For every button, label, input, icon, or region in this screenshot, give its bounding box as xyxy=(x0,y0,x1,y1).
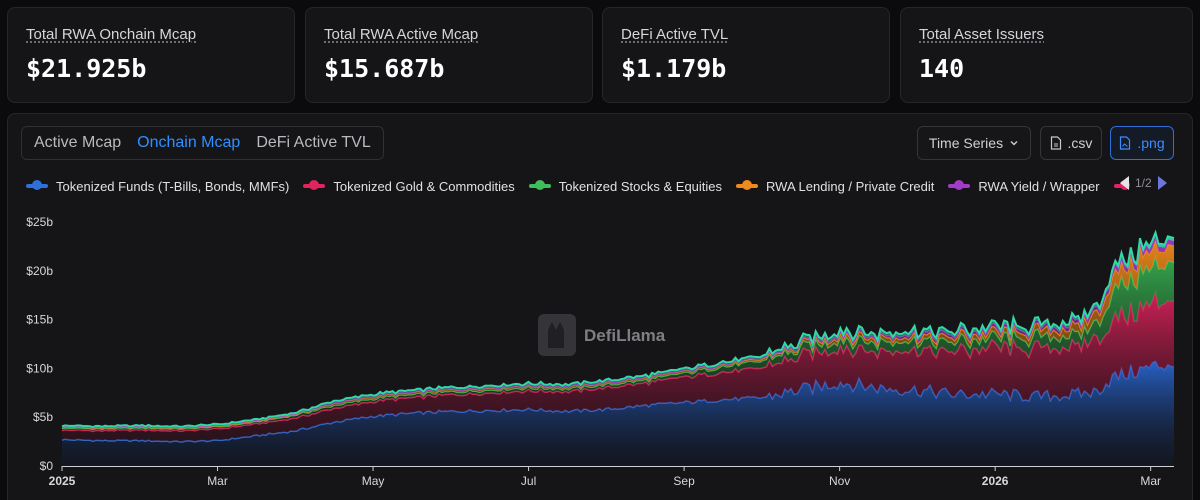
legend-swatch xyxy=(26,180,48,190)
stat-value: $21.925b xyxy=(26,54,147,83)
legend-label: Tokenized Stocks & Equities xyxy=(558,178,723,194)
stat-card-defi-tvl: DeFi Active TVL $1.179b xyxy=(602,7,890,103)
area-series-1[interactable] xyxy=(62,292,1174,442)
stat-value: 140 xyxy=(919,54,965,83)
series-line-5 xyxy=(61,229,1175,429)
legend-item[interactable]: RWA Lending / Private Credit xyxy=(736,179,934,194)
x-tick-label: 2026 xyxy=(982,474,1009,488)
legend-label: Tokenized Gold & Commodities xyxy=(333,178,515,194)
png-download-button[interactable]: .png xyxy=(1110,126,1174,160)
legend-swatch xyxy=(528,180,551,190)
y-tick-label: $5b xyxy=(33,410,53,424)
x-tick-label: Mar xyxy=(207,474,228,488)
time-series-select[interactable]: Time Series xyxy=(917,126,1031,160)
png-label: .png xyxy=(1137,135,1165,151)
tab-active-mcap[interactable]: Active Mcap xyxy=(34,134,122,151)
legend-swatch xyxy=(948,180,971,190)
csv-download-button[interactable]: .csv xyxy=(1040,126,1102,160)
legend-label: RWA Lending / Private Credit xyxy=(766,178,935,194)
legend-label: RWA Yield / Wrapper xyxy=(978,178,1100,194)
legend-swatch xyxy=(303,180,326,190)
watermark-text: DefiLlama xyxy=(584,326,666,345)
area-series-2[interactable] xyxy=(62,256,1174,432)
stat-label[interactable]: Total RWA Onchain Mcap xyxy=(26,26,197,43)
stat-label[interactable]: DeFi Active TVL xyxy=(621,26,729,43)
legend-item[interactable]: RWA Yield / Wrapper xyxy=(948,178,1100,194)
legend-item[interactable]: Tokenized Funds (T-Bills, Bonds, MMFs) xyxy=(26,179,289,194)
stat-card-onchain-mcap: Total RWA Onchain Mcap $21.925b xyxy=(7,7,295,103)
y-tick-label: $15b xyxy=(26,313,53,327)
legend-item[interactable]: Tokenized Stocks & Equities xyxy=(528,178,723,194)
stat-card-asset-issuers: Total Asset Issuers 140 xyxy=(900,7,1193,103)
legend-pager: 1/2 xyxy=(1120,176,1167,190)
y-tick-label: $0 xyxy=(40,459,54,473)
csv-label: .csv xyxy=(1067,135,1093,151)
image-file-icon xyxy=(1120,136,1131,150)
y-tick-label: $10b xyxy=(26,361,53,375)
stat-label[interactable]: Total RWA Active Mcap xyxy=(324,26,479,43)
stat-value: $1.179b xyxy=(621,54,727,83)
y-tick-label: $25b xyxy=(26,215,53,229)
legend-item[interactable]: Tokenized Gold & Commodities xyxy=(303,178,515,194)
chart-legend: Tokenized Funds (T-Bills, Bonds, MMFs) T… xyxy=(26,174,1144,198)
legend-swatch xyxy=(736,180,759,190)
y-tick-label: $20b xyxy=(26,264,53,278)
legend-label: Tokenized Funds (T-Bills, Bonds, MMFs) xyxy=(56,178,290,194)
tab-onchain-mcap[interactable]: Onchain Mcap xyxy=(137,134,241,151)
area-series-0[interactable] xyxy=(62,361,1174,466)
metric-tabs: Active Mcap Onchain Mcap DeFi Active TVL xyxy=(21,126,384,160)
file-icon xyxy=(1050,136,1061,150)
x-tick-label: Mar xyxy=(1140,474,1161,488)
x-tick-label: May xyxy=(362,474,385,488)
stat-card-active-mcap: Total RWA Active Mcap $15.687b xyxy=(305,7,593,103)
legend-page: 1/2 xyxy=(1135,176,1152,190)
x-tick-label: Jul xyxy=(521,474,536,488)
time-series-label: Time Series xyxy=(928,135,1004,151)
x-tick-label: Sep xyxy=(673,474,695,488)
stat-value: $15.687b xyxy=(324,54,445,83)
legend-next-icon[interactable] xyxy=(1157,176,1167,190)
x-tick-label: 2025 xyxy=(49,474,76,488)
stat-label[interactable]: Total Asset Issuers xyxy=(919,26,1045,43)
watermark: DefiLlama xyxy=(538,314,666,356)
tab-defi-active-tvl[interactable]: DeFi Active TVL xyxy=(256,134,371,151)
chevron-down-icon xyxy=(1010,140,1018,146)
x-tick-label: Nov xyxy=(829,474,850,488)
legend-prev-icon[interactable] xyxy=(1120,176,1129,190)
